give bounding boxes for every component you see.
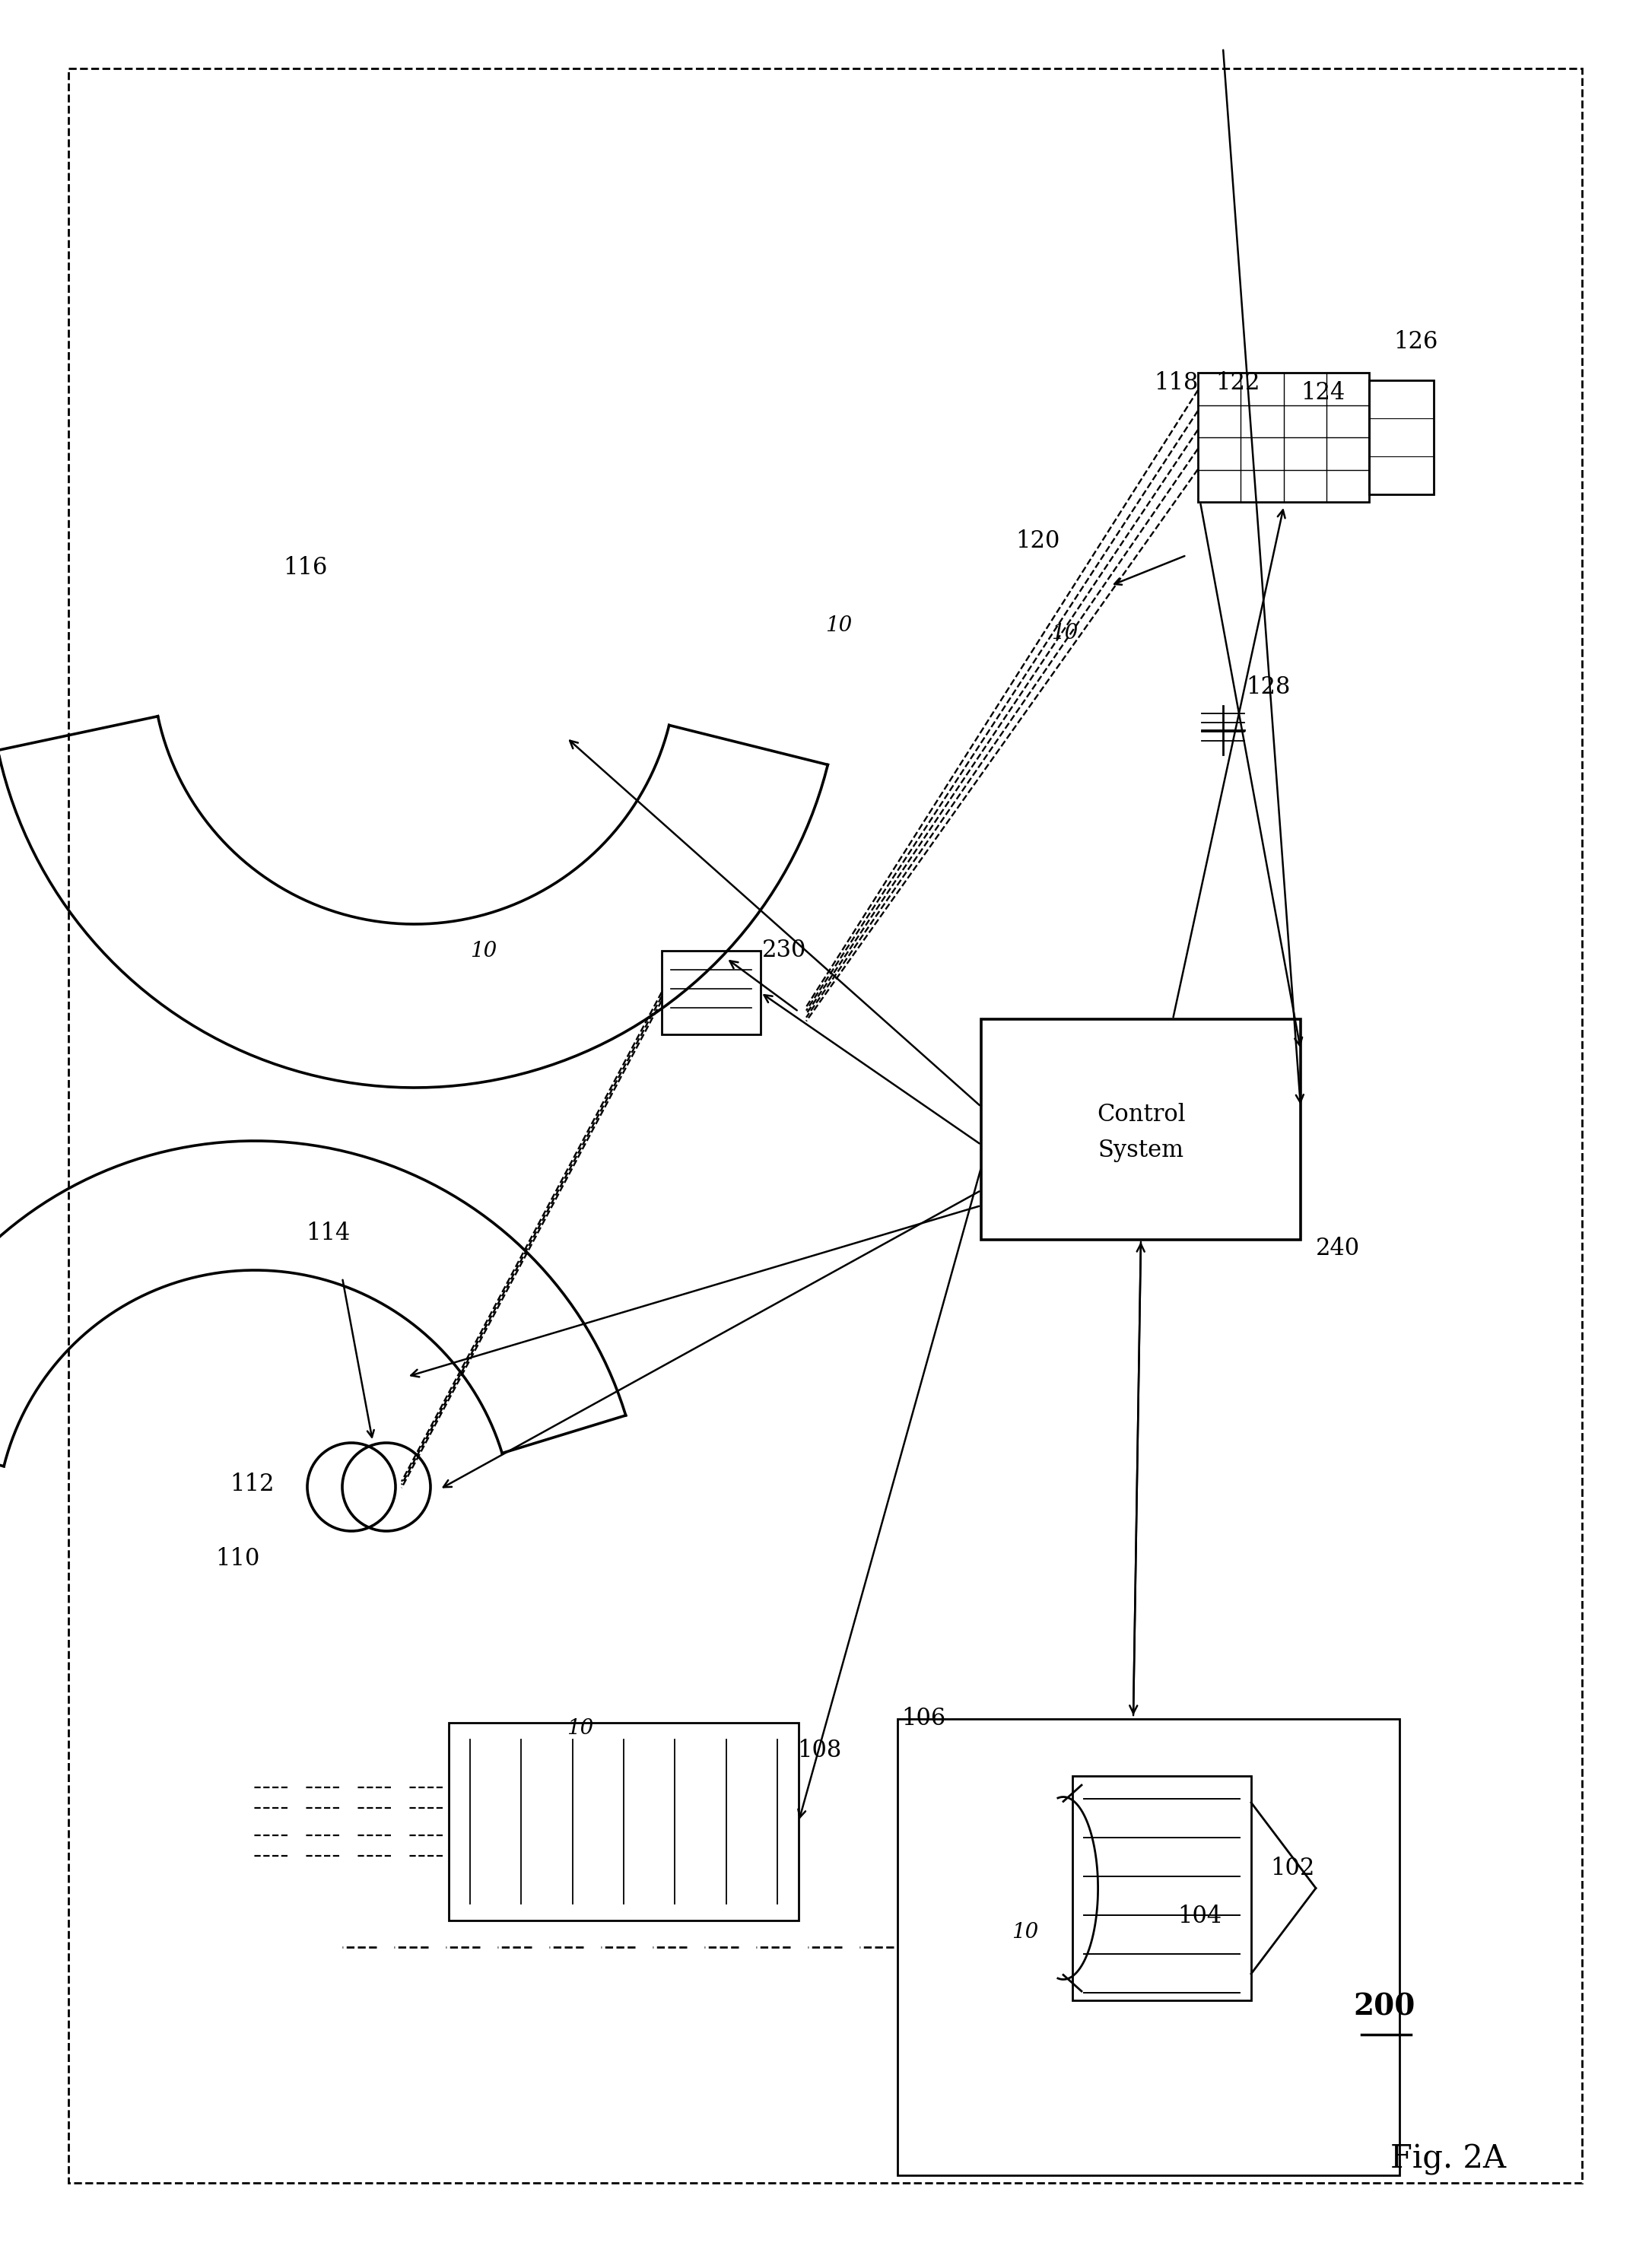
Text: 10: 10 [471, 941, 497, 961]
Text: 110: 110 [215, 1547, 259, 1570]
Text: 10: 10 [826, 615, 852, 636]
Text: 112: 112 [230, 1473, 274, 1495]
Bar [449, 1724, 798, 1920]
Text: Fig. 2A: Fig. 2A [1391, 2144, 1507, 2176]
Text: 122: 122 [1216, 371, 1260, 396]
Bar [981, 1020, 1300, 1240]
Text: 114: 114 [306, 1221, 350, 1244]
Bar [1370, 380, 1434, 495]
Text: 102: 102 [1270, 1857, 1315, 1880]
Bar [662, 950, 760, 1034]
Bar [1198, 373, 1370, 502]
Text: 230: 230 [762, 939, 806, 961]
Text: 128: 128 [1246, 676, 1290, 699]
Text: 240: 240 [1317, 1237, 1360, 1260]
Text: 200: 200 [1353, 1993, 1416, 2022]
Text: Control: Control [1097, 1102, 1184, 1126]
Text: 120: 120 [1016, 529, 1061, 552]
Text: 126: 126 [1393, 330, 1437, 353]
Text: 10: 10 [1011, 1923, 1039, 1943]
Text: 10: 10 [567, 1719, 593, 1739]
Bar [897, 1719, 1399, 2176]
Text: 106: 106 [902, 1708, 945, 1730]
Text: 118: 118 [1153, 371, 1198, 396]
Bar [1072, 1776, 1251, 2000]
Text: 104: 104 [1178, 1905, 1221, 1927]
Text: 108: 108 [798, 1739, 841, 1762]
Text: 116: 116 [282, 556, 327, 579]
Text: 124: 124 [1300, 380, 1345, 405]
Text: System: System [1099, 1138, 1184, 1163]
Text: 10: 10 [1051, 622, 1079, 642]
